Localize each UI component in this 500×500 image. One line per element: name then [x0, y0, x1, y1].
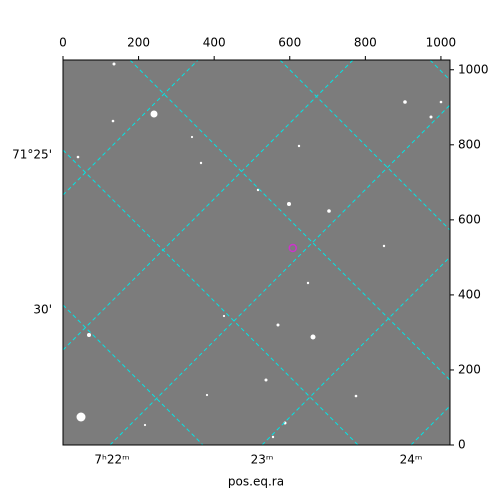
y-tick-label: 1000: [458, 62, 489, 76]
ra-label: 24ᵐ: [400, 453, 423, 467]
frame: [62, 59, 451, 446]
y-tick-label: 400: [458, 287, 481, 301]
x-tick-label: 600: [278, 36, 301, 50]
x-tick-label: 1000: [426, 36, 457, 50]
x-tick-label: 800: [354, 36, 377, 50]
coordinate-grid: [63, 60, 450, 445]
y-tick-label: 800: [458, 137, 481, 151]
ra-label: 7ʰ22ᵐ: [94, 453, 129, 467]
y-tick-label: 600: [458, 212, 481, 226]
sky-image: [63, 60, 450, 445]
y-tick-label: 200: [458, 362, 481, 376]
ra-label: 23ᵐ: [251, 453, 274, 467]
x-tick-label: 0: [59, 36, 67, 50]
target-marker: [288, 243, 298, 253]
stars: [76, 62, 443, 439]
dec-label: 30': [33, 303, 52, 317]
dec-label: 71°25': [12, 148, 52, 162]
x-axis-label: pos.eq.ra: [228, 475, 284, 489]
y-tick-label: 0: [458, 438, 466, 452]
x-tick-label: 400: [203, 36, 226, 50]
x-tick-label: 200: [127, 36, 150, 50]
